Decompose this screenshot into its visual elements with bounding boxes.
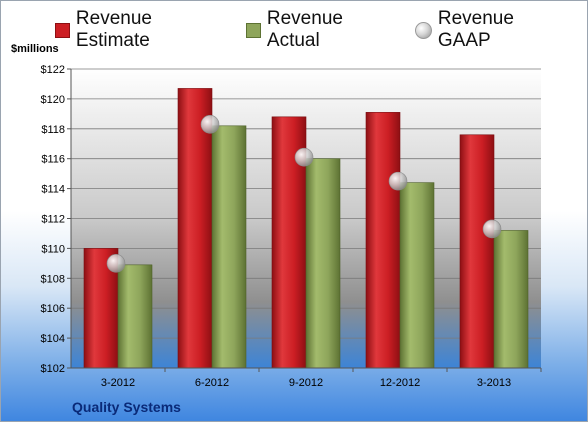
bars bbox=[83, 88, 529, 369]
x-tick-label: 3-2013 bbox=[477, 377, 511, 389]
y-axis-unit-label: $millions bbox=[11, 43, 59, 55]
y-tick-label: $110 bbox=[41, 243, 65, 255]
bar-revenue-estimate bbox=[365, 112, 401, 369]
bar-revenue-actual bbox=[399, 182, 435, 369]
bar-revenue-actual bbox=[305, 158, 341, 369]
legend-label-actual: Revenue Actual bbox=[266, 8, 343, 51]
marker-revenue-gaap bbox=[200, 115, 220, 134]
bar-revenue-actual bbox=[211, 125, 247, 369]
legend: Revenue Estimate Revenue Actual Revenue … bbox=[55, 8, 587, 51]
axes: $102 $104 $106 $108 $110 $112 $114 $116 $118 $120… bbox=[41, 64, 542, 389]
y-tick-label: $104 bbox=[41, 333, 65, 345]
gaap-markers bbox=[106, 115, 502, 273]
y-tick-label: $120 bbox=[41, 94, 65, 106]
marker-revenue-gaap bbox=[294, 147, 314, 167]
x-tick-label: 6-2012 bbox=[195, 377, 229, 389]
x-tick-label: 9-2012 bbox=[289, 377, 323, 389]
legend-swatch-estimate bbox=[55, 22, 70, 38]
x-tick-label: 12-2012 bbox=[380, 377, 420, 389]
company-name: Quality Systems bbox=[72, 399, 181, 415]
y-tick-label: $122 bbox=[41, 64, 65, 76]
marker-revenue-gaap bbox=[388, 171, 408, 191]
y-tick-label: $106 bbox=[41, 303, 65, 315]
y-tick-label: $116 bbox=[41, 154, 65, 166]
legend-swatch-gaap bbox=[414, 21, 432, 39]
legend-label-estimate: Revenue Estimate bbox=[75, 8, 152, 51]
legend-swatch-actual bbox=[245, 22, 261, 38]
y-tick-label: $114 bbox=[41, 184, 65, 196]
y-tick-label: $112 bbox=[41, 214, 65, 226]
y-tick-label: $108 bbox=[41, 273, 65, 285]
legend-label-gaap: Revenue GAAP bbox=[437, 8, 514, 51]
legend-item-gaap: Revenue GAAP bbox=[414, 8, 571, 52]
bar-revenue-actual bbox=[117, 264, 153, 369]
x-tick-label: 3-2012 bbox=[101, 377, 135, 389]
y-tick-label: $118 bbox=[41, 124, 65, 136]
bar-revenue-actual bbox=[493, 230, 529, 369]
bar-revenue-estimate bbox=[459, 134, 495, 369]
legend-item-actual: Revenue Actual bbox=[245, 8, 399, 52]
y-tick-label: $102 bbox=[41, 363, 65, 375]
marker-revenue-gaap bbox=[106, 254, 126, 273]
legend-item-estimate: Revenue Estimate bbox=[55, 8, 230, 52]
marker-revenue-gaap bbox=[482, 219, 502, 239]
